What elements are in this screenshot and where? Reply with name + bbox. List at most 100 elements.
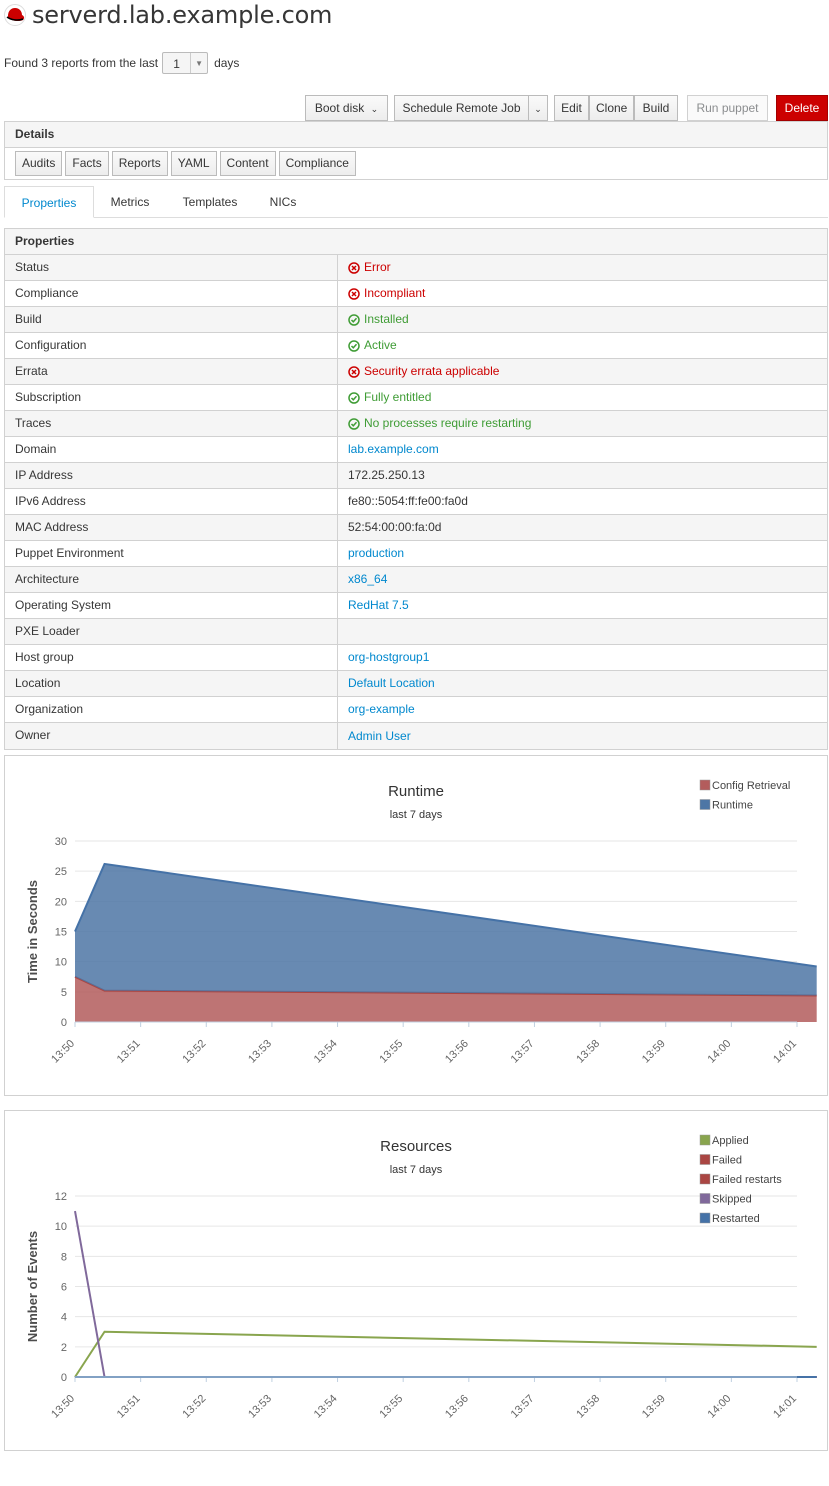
property-value[interactable]: production xyxy=(338,541,827,566)
property-key: Domain xyxy=(5,437,338,462)
runtime-chart-svg: Runtime last 7 days 0 5 10 15 20 25 30 Time in Se… xyxy=(25,779,817,1066)
property-key: Traces xyxy=(5,411,338,436)
chart-title: Resources xyxy=(380,1138,452,1155)
y-tick-label: 8 xyxy=(61,1251,67,1263)
delete-button[interactable]: Delete xyxy=(776,95,828,121)
area-series-0 xyxy=(75,976,817,1022)
x-tick-label: 14:00 xyxy=(706,1393,734,1421)
x-tick-label: 13:58 xyxy=(574,1393,602,1421)
y-tick-label: 0 xyxy=(61,1372,67,1384)
y-tick-label: 5 xyxy=(61,987,67,999)
property-value-text: lab.example.com xyxy=(348,442,439,456)
details-compliance-button[interactable]: Compliance xyxy=(278,151,356,176)
property-value: fe80::5054:ff:fe00:fa0d xyxy=(338,489,827,514)
property-value-text: fe80::5054:ff:fe00:fa0d xyxy=(348,494,468,508)
legend-item[interactable]: Restarted xyxy=(712,1213,760,1225)
property-row-errata: Errata Security errata applicable xyxy=(5,359,827,385)
legend-swatch xyxy=(699,1134,711,1146)
tab-nics[interactable]: NICs xyxy=(269,195,297,209)
details-button-label: YAML xyxy=(177,156,210,170)
legend-swatch xyxy=(699,1173,711,1185)
clone-button[interactable]: Clone xyxy=(589,95,634,121)
details-facts-button[interactable]: Facts xyxy=(65,151,109,176)
details-reports-button[interactable]: Reports xyxy=(111,151,168,176)
chevron-down-icon: ⌄ xyxy=(370,104,379,114)
property-key: Status xyxy=(5,255,338,280)
property-value[interactable]: x86_64 xyxy=(338,567,827,592)
boot-disk-button[interactable]: Boot disk ⌄ xyxy=(305,95,388,121)
redhat-logo-icon xyxy=(4,4,26,26)
y-tick-label: 12 xyxy=(55,1191,67,1203)
x-tick-label: 13:51 xyxy=(115,1038,143,1066)
tab-metrics[interactable]: Metrics xyxy=(110,195,150,209)
legend-item[interactable]: Failed xyxy=(712,1155,742,1167)
property-value[interactable]: Incompliant xyxy=(338,281,827,306)
legend-item[interactable]: Config Retrieval xyxy=(712,780,790,792)
x-tick-label: 13:53 xyxy=(246,1038,274,1066)
property-key: Puppet Environment xyxy=(5,541,338,566)
resources-chart-svg: Resources last 7 days 0 2 4 6 8 10 12 Number of E… xyxy=(25,1134,817,1421)
schedule-remote-job-button[interactable]: Schedule Remote Job xyxy=(394,95,529,121)
error-circle-icon xyxy=(348,287,360,300)
build-button[interactable]: Build xyxy=(634,95,678,121)
details-audits-button[interactable]: Audits xyxy=(15,151,63,176)
property-value[interactable]: Fully entitled xyxy=(338,385,827,410)
edit-button[interactable]: Edit xyxy=(554,95,589,121)
days-value: 1 xyxy=(173,57,180,71)
x-tick-label: 13:54 xyxy=(312,1038,340,1066)
schedule-remote-job-label: Schedule Remote Job xyxy=(402,101,521,115)
property-value-text: Fully entitled xyxy=(364,390,432,404)
properties-table: Properties Status Error Compliance Incompli… xyxy=(4,228,828,750)
property-key: MAC Address xyxy=(5,515,338,540)
property-value[interactable]: RedHat 7.5 xyxy=(338,593,827,618)
details-button-label: Compliance xyxy=(285,156,349,170)
error-circle-icon xyxy=(348,365,360,378)
property-value[interactable]: Default Location xyxy=(338,671,827,696)
property-value[interactable]: No processes require restarting xyxy=(338,411,827,436)
reports-filter: Found 3 reports from the last 1 ▼ days xyxy=(4,52,239,74)
property-key: Organization xyxy=(5,697,338,722)
legend-item[interactable]: Applied xyxy=(712,1135,749,1147)
property-value: 52:54:00:00:fa:0d xyxy=(338,515,827,540)
x-tick-label: 13:56 xyxy=(443,1393,471,1421)
property-value[interactable]: Active xyxy=(338,333,827,358)
x-tick-label: 13:52 xyxy=(180,1038,208,1066)
property-value-text: 52:54:00:00:fa:0d xyxy=(348,520,442,534)
property-value[interactable]: Admin User xyxy=(338,723,827,749)
legend-item[interactable]: Skipped xyxy=(712,1194,752,1206)
run-puppet-button[interactable]: Run puppet xyxy=(687,95,768,121)
details-buttons: Audits Facts Reports YAML Content Compliance xyxy=(15,151,359,176)
details-button-label: Content xyxy=(226,156,269,170)
property-value-text: org-example xyxy=(348,702,415,716)
property-value-text: Installed xyxy=(364,312,409,326)
x-tick-label: 13:52 xyxy=(180,1393,208,1421)
property-value[interactable]: lab.example.com xyxy=(338,437,827,462)
tab-properties[interactable]: Properties xyxy=(4,186,94,218)
details-yaml-button[interactable]: YAML xyxy=(170,151,217,176)
y-tick-label: 15 xyxy=(55,927,67,939)
legend-swatch xyxy=(699,1154,711,1165)
property-value[interactable]: org-example xyxy=(338,697,827,722)
days-select[interactable]: 1 ▼ xyxy=(162,52,209,74)
tab-templates[interactable]: Templates xyxy=(182,195,238,209)
property-value[interactable]: Installed xyxy=(338,307,827,332)
schedule-remote-job-dropdown[interactable]: ⌄ xyxy=(528,95,548,121)
reports-prefix: Found 3 reports from the last xyxy=(4,56,159,70)
property-value[interactable]: Security errata applicable xyxy=(338,359,827,384)
legend-item[interactable]: Failed restarts xyxy=(712,1174,782,1186)
property-row-configuration: Configuration Active xyxy=(5,333,827,359)
area-series-1 xyxy=(75,863,817,996)
page-title: serverd.lab.example.com xyxy=(32,1,333,29)
property-row-pxe-loader: PXE Loader xyxy=(5,619,827,645)
legend-item[interactable]: Runtime xyxy=(712,800,753,812)
page-header: serverd.lab.example.com xyxy=(4,0,332,30)
details-content-button[interactable]: Content xyxy=(219,151,276,176)
x-tick-label: 13:50 xyxy=(49,1393,77,1421)
property-value[interactable]: org-hostgroup1 xyxy=(338,645,827,670)
property-value[interactable]: Error xyxy=(338,255,827,280)
x-tick-label: 13:58 xyxy=(574,1038,602,1066)
x-tick-label: 13:57 xyxy=(509,1038,537,1066)
x-tick-label: 13:50 xyxy=(49,1038,77,1066)
y-tick-label: 25 xyxy=(55,866,67,878)
property-row-compliance: Compliance Incompliant xyxy=(5,281,827,307)
